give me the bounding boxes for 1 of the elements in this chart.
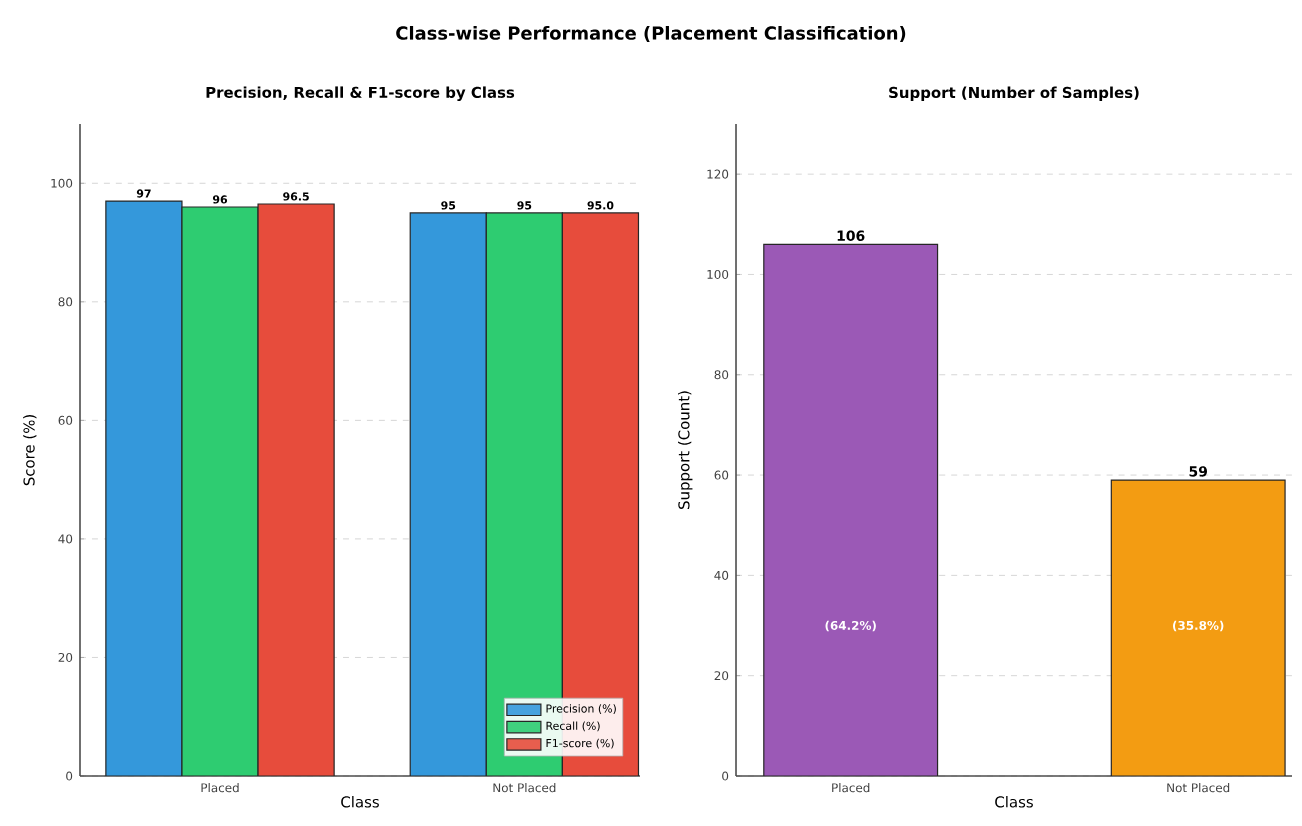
text: Class-wise Performance (Placement Classification) [396,25,906,42]
